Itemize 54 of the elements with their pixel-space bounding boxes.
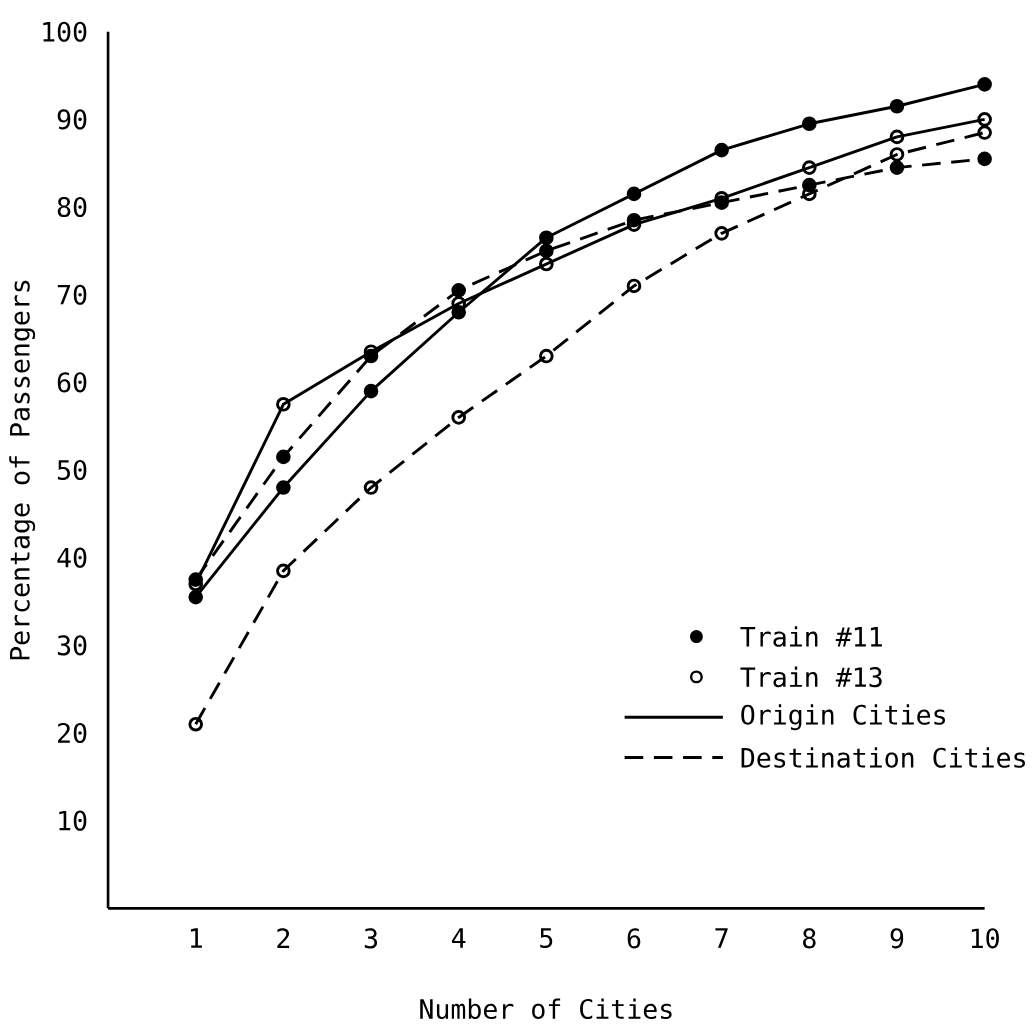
point: [889, 129, 905, 145]
point: [539, 256, 554, 272]
x-tick-label: 3: [364, 928, 378, 949]
y-axis-title: Percentage of Passengers: [9, 280, 36, 660]
annotation: Origin Cities: [741, 704, 946, 731]
y-tick-label: 90: [57, 109, 87, 130]
point: [714, 226, 729, 241]
point: [889, 147, 905, 162]
point: [276, 563, 291, 579]
point: [276, 480, 291, 495]
y-tick-label: 40: [57, 547, 87, 568]
point: [626, 186, 642, 202]
point: [539, 243, 554, 259]
point: [626, 278, 642, 294]
x-tick-label: 7: [715, 928, 728, 948]
x-tick-label: 8: [803, 928, 816, 949]
point: [539, 230, 554, 246]
x-tick-label: 4: [452, 928, 466, 948]
point: [276, 449, 291, 465]
x-axis-title: Number of Cities: [420, 998, 672, 1020]
point: [188, 716, 204, 732]
point: [539, 348, 554, 364]
point: [977, 112, 992, 127]
point: [714, 142, 729, 158]
y-tick-label: 20: [58, 722, 87, 744]
y-tick-label: 50: [57, 459, 87, 481]
point: [802, 160, 817, 175]
y-tick-label: 60: [57, 372, 87, 393]
annotation: Destination Cities: [741, 747, 1025, 768]
y-tick-label: 10: [59, 810, 87, 831]
y-tick-label: 70: [57, 284, 87, 305]
point: [889, 160, 905, 175]
annotation: Train #11: [740, 626, 882, 647]
point: [276, 396, 291, 412]
point: [363, 383, 379, 399]
x-tick-label: 9: [890, 928, 904, 949]
x-tick-label: 6: [627, 928, 641, 949]
point: [977, 77, 992, 92]
y-tick-label: 100: [43, 21, 87, 42]
x-tick-label: 2: [277, 928, 290, 949]
point: [363, 480, 379, 495]
point: [889, 98, 905, 114]
annotation: Train #13: [740, 666, 882, 688]
y-tick-label: 80: [57, 196, 87, 218]
point: [188, 589, 204, 605]
point: [451, 283, 466, 298]
point: [451, 410, 466, 425]
point: [802, 116, 817, 132]
x-tick-label: 5: [540, 928, 553, 949]
point: [977, 125, 992, 140]
y-tick-label: 30: [57, 635, 87, 656]
point: [977, 151, 992, 167]
x-tick-label: 1: [190, 928, 202, 948]
x-tick-label: 10: [971, 928, 999, 949]
